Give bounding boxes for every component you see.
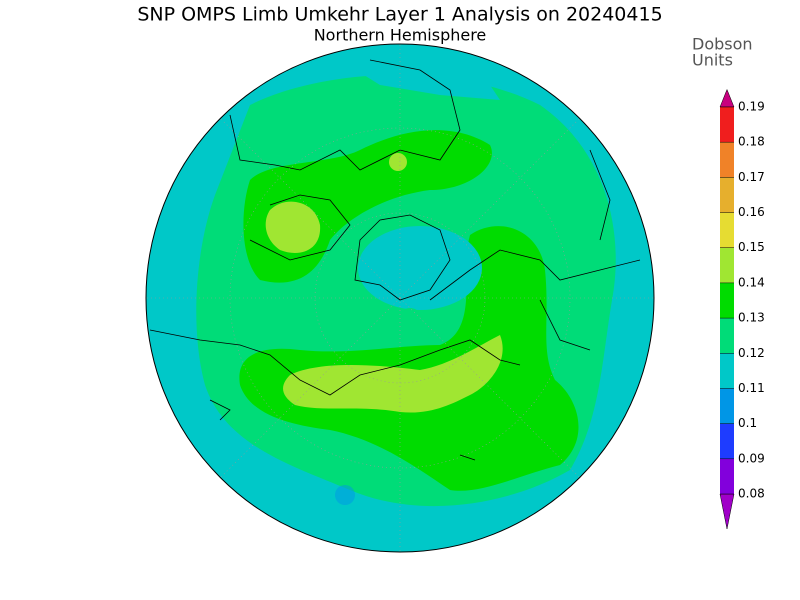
contour-region	[239, 226, 579, 491]
colorbar: 0.08 0.09 0.1 0.11 0.12 0.13 0.14 0.15 0.16 0.17 0…	[719, 88, 765, 530]
contour-region	[389, 153, 407, 171]
colorbar-tick-label: 0.09	[738, 451, 765, 465]
colorbar-under	[719, 493, 735, 530]
colorbar-label: Dobson	[692, 35, 753, 54]
colorbar-tick-label: 0.11	[738, 381, 765, 395]
colorbar-tick-label: 0.15	[738, 240, 765, 254]
colorbar-over	[719, 88, 735, 108]
colorbar-tick-label: 0.13	[738, 311, 765, 325]
contour-region	[398, 308, 422, 332]
contour-region	[358, 226, 482, 310]
colorbar-segment	[720, 423, 734, 459]
coastline	[354, 214, 451, 301]
colorbar-tick-label: 0.18	[738, 135, 765, 149]
colorbar-tick-label: 0.1	[738, 416, 757, 430]
colorbar-segment	[720, 142, 734, 178]
contour-region	[335, 485, 355, 505]
graticule	[229, 127, 571, 469]
colorbar-tick-label: 0.12	[738, 346, 765, 360]
colorbar-segment	[720, 353, 734, 389]
contour-region	[340, 55, 500, 100]
coastline	[209, 149, 611, 461]
colorbar-tick-label: 0.14	[738, 275, 765, 289]
map-border	[145, 43, 655, 553]
colorbar-segment	[720, 177, 734, 213]
colorbar-segment	[720, 388, 734, 424]
colorbar-tick-label: 0.16	[738, 205, 765, 219]
coastline	[249, 194, 351, 261]
colorbar-segment	[720, 212, 734, 248]
contour-region	[283, 335, 503, 413]
colorbar-segment	[720, 107, 734, 143]
coastline	[149, 329, 521, 396]
colorbar-tick-label: 0.19	[738, 100, 765, 114]
colorbar-label: Units	[692, 51, 733, 70]
colorbar-tick-label: 0.08	[738, 487, 765, 501]
colorbar-segment	[720, 282, 734, 319]
title: SNP OMPS Limb Umkehr Layer 1 Analysis on…	[137, 4, 662, 26]
contour-region	[265, 201, 321, 253]
colorbar-tick-label: 0.17	[738, 170, 765, 184]
colorbar-segment	[720, 247, 734, 283]
colorbar-segment	[720, 318, 734, 354]
polar-map	[146, 44, 654, 552]
subtitle: Northern Hemisphere	[314, 26, 487, 45]
colorbar-segment	[720, 458, 734, 494]
coastline	[229, 59, 461, 171]
graticule	[314, 212, 486, 384]
coastline	[429, 249, 641, 351]
